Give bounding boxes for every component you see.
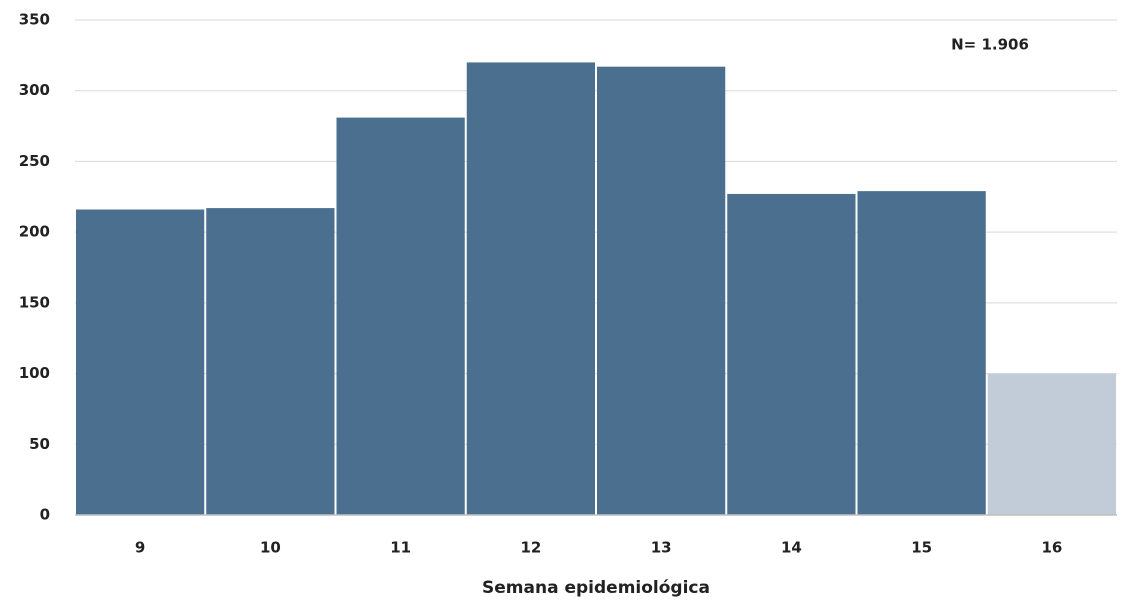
y-tick-label: 300 <box>19 81 50 99</box>
y-tick-label: 250 <box>19 152 50 170</box>
bar <box>987 373 1116 515</box>
x-tick-label: 15 <box>911 539 932 557</box>
x-tick-label: 9 <box>135 539 145 557</box>
y-tick-label: 150 <box>19 293 50 311</box>
y-tick-label: 200 <box>19 223 50 241</box>
bar <box>466 62 595 516</box>
bar <box>76 209 205 515</box>
y-tick-label: 0 <box>40 506 50 524</box>
x-tick-label: 13 <box>651 539 672 557</box>
bar <box>336 117 465 515</box>
annotation: N= 1.906 <box>951 36 1029 54</box>
bar <box>857 191 986 515</box>
x-tick-label: 11 <box>390 539 411 557</box>
y-tick-label: 350 <box>19 11 50 29</box>
bar <box>727 193 856 515</box>
x-tick-label: 10 <box>260 539 281 557</box>
x-tick-label: 14 <box>781 539 802 557</box>
x-tick-label: 12 <box>520 539 541 557</box>
y-tick-label: 50 <box>29 435 50 453</box>
x-tick-label: 16 <box>1041 539 1062 557</box>
bar <box>206 208 335 515</box>
x-axis-title: Semana epidemiológica <box>482 578 710 598</box>
bar <box>597 66 726 516</box>
y-tick-label: 100 <box>19 364 50 382</box>
